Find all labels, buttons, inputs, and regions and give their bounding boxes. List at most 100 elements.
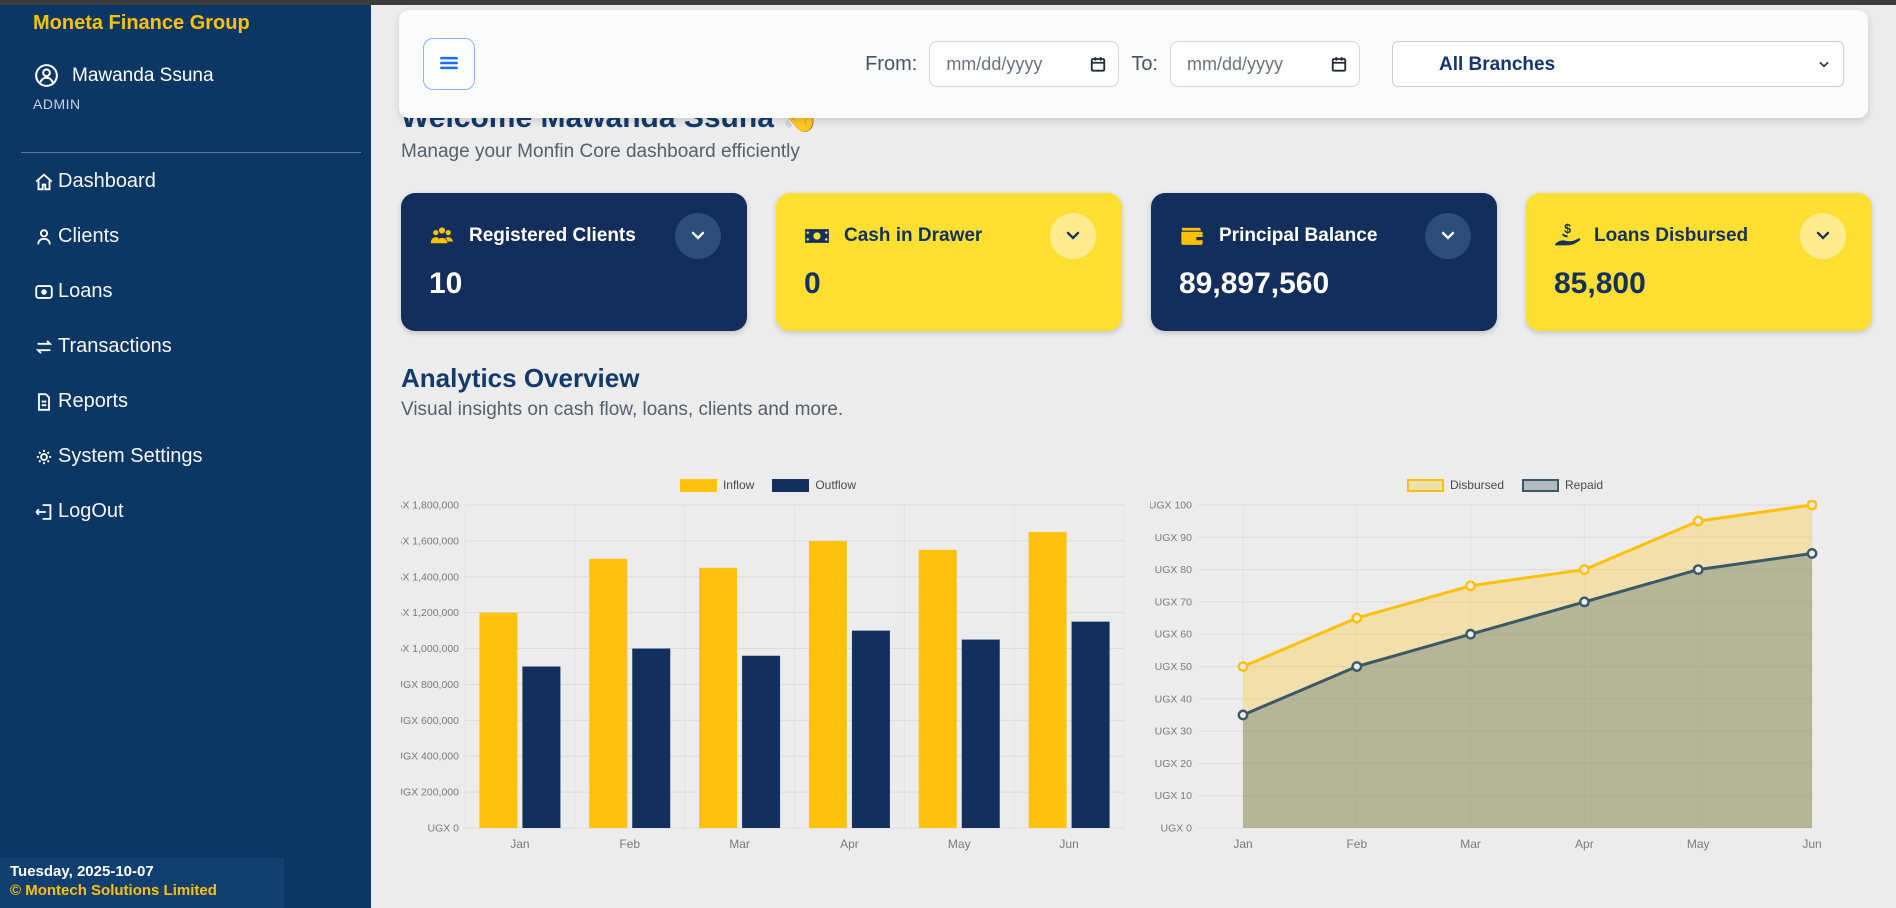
sidebar: Moneta Finance Group Mawanda Ssuna ADMIN…: [0, 0, 371, 908]
user-role-badge: ADMIN: [33, 96, 81, 112]
stat-card-cash-in-drawer: Cash in Drawer 0: [776, 193, 1122, 331]
svg-text:Feb: Feb: [1346, 837, 1367, 851]
stat-value: 0: [802, 267, 1096, 301]
svg-text:UGX 1,000,000: UGX 1,000,000: [401, 643, 459, 655]
stat-label: Cash in Drawer: [844, 225, 982, 247]
footer-copyright: © Montech Solutions Limited: [10, 882, 274, 899]
legend-item[interactable]: Repaid: [1522, 478, 1603, 492]
stat-label: Loans Disbursed: [1594, 225, 1748, 247]
svg-text:UGX 40: UGX 40: [1155, 693, 1193, 705]
svg-text:Mar: Mar: [729, 837, 750, 851]
legend-swatch: [772, 479, 809, 492]
svg-text:UGX 60: UGX 60: [1155, 629, 1193, 641]
svg-text:UGX 600,000: UGX 600,000: [401, 715, 459, 727]
svg-text:UGX 30: UGX 30: [1155, 726, 1193, 738]
svg-text:UGX 1,800,000: UGX 1,800,000: [401, 500, 459, 512]
stat-expand-button[interactable]: [1800, 213, 1846, 259]
legend-item[interactable]: Disbursed: [1407, 478, 1504, 492]
brand-title: Moneta Finance Group: [33, 12, 250, 35]
svg-text:Jan: Jan: [1233, 837, 1252, 851]
stat-label: Registered Clients: [469, 225, 636, 247]
hand-dollar-icon: $: [1552, 221, 1582, 251]
arrows-exchange-icon: [33, 336, 55, 358]
stat-card-loans-disbursed: $ Loans Disbursed 85,800: [1526, 193, 1872, 331]
loans-line-chart: Disbursed Repaid UGX 0 UGX 10 UGX 20 UGX 30 U…: [1150, 476, 1860, 862]
stat-card-registered-clients: Registered Clients 10: [401, 193, 747, 331]
svg-text:UGX 1,200,000: UGX 1,200,000: [401, 607, 459, 619]
stat-cards-row: Registered Clients 10 Cash in Drawer: [401, 193, 1872, 331]
charts-row: Inflow Outflow UGX 0UGX 200,000UGX 400,00…: [401, 476, 1860, 862]
legend-swatch: [1407, 479, 1444, 492]
svg-text:UGX 0: UGX 0: [1160, 823, 1192, 835]
legend-label: Disbursed: [1450, 478, 1504, 492]
sidebar-item-reports[interactable]: Reports: [33, 374, 371, 429]
legend-label: Repaid: [1565, 478, 1603, 492]
home-icon: [33, 171, 55, 193]
hamburger-icon: [436, 50, 462, 79]
analytics-title: Analytics Overview: [401, 363, 639, 394]
banknote-icon: [802, 221, 832, 251]
legend-label: Inflow: [723, 478, 754, 492]
chevron-down-icon: [688, 225, 708, 248]
legend-swatch: [680, 479, 717, 492]
svg-text:Apr: Apr: [1575, 837, 1594, 851]
sidebar-item-transactions[interactable]: Transactions: [33, 319, 371, 374]
to-date-input[interactable]: [1170, 41, 1360, 87]
stat-expand-button[interactable]: [1050, 213, 1096, 259]
cashflow-bar-chart: Inflow Outflow UGX 0UGX 200,000UGX 400,00…: [401, 476, 1135, 862]
sidebar-divider: [21, 152, 361, 153]
sidebar-item-label: System Settings: [58, 445, 203, 468]
svg-text:UGX 1,600,000: UGX 1,600,000: [401, 535, 459, 547]
legend-item[interactable]: Outflow: [772, 478, 856, 492]
svg-text:UGX 70: UGX 70: [1155, 596, 1193, 608]
legend-label: Outflow: [815, 478, 856, 492]
sidebar-item-dashboard[interactable]: Dashboard: [33, 154, 371, 209]
footer-date: Tuesday, 2025-10-07: [10, 863, 274, 880]
from-date-input[interactable]: [929, 41, 1119, 87]
sidebar-item-system-settings[interactable]: System Settings: [33, 429, 371, 484]
chart-legend: Disbursed Repaid: [1150, 476, 1860, 494]
svg-text:UGX 50: UGX 50: [1155, 661, 1193, 673]
topbar: From: To: All Branches: [399, 10, 1868, 118]
from-label: From:: [865, 53, 917, 76]
window-top-strip: [0, 0, 1896, 5]
sidebar-footer: Tuesday, 2025-10-07 © Montech Solutions …: [0, 858, 284, 908]
person-icon: [33, 226, 55, 248]
sidebar-item-loans[interactable]: Loans: [33, 264, 371, 319]
logout-icon: [33, 501, 55, 523]
chart-legend: Inflow Outflow: [401, 476, 1135, 494]
svg-text:UGX 100: UGX 100: [1150, 500, 1192, 512]
svg-text:Feb: Feb: [619, 837, 640, 851]
svg-text:Jan: Jan: [510, 837, 529, 851]
sidebar-item-label: Clients: [58, 225, 119, 248]
svg-text:UGX 200,000: UGX 200,000: [401, 787, 459, 799]
cash-icon: [33, 281, 55, 303]
users-icon: [427, 221, 457, 251]
stat-value: 10: [427, 267, 721, 301]
wallet-icon: [1177, 221, 1207, 251]
svg-text:UGX 20: UGX 20: [1155, 758, 1193, 770]
stat-value: 89,897,560: [1177, 267, 1471, 301]
chevron-down-icon: [1813, 225, 1833, 248]
sidebar-item-label: Dashboard: [58, 170, 156, 193]
menu-toggle-button[interactable]: [423, 38, 475, 90]
user-avatar-icon: [33, 62, 60, 89]
svg-text:$: $: [1564, 222, 1571, 236]
user-profile: Mawanda Ssuna: [33, 62, 214, 89]
sidebar-item-label: Transactions: [58, 335, 172, 358]
sidebar-item-clients[interactable]: Clients: [33, 209, 371, 264]
to-label: To:: [1131, 53, 1158, 76]
gear-icon: [33, 446, 55, 468]
svg-text:UGX 90: UGX 90: [1155, 532, 1193, 544]
legend-item[interactable]: Inflow: [680, 478, 754, 492]
sidebar-item-label: LogOut: [58, 500, 124, 523]
sidebar-item-label: Loans: [58, 280, 113, 303]
legend-swatch: [1522, 479, 1559, 492]
cashflow-bar-chart-canvas: UGX 0UGX 200,000UGX 400,000UGX 600,000UG…: [401, 500, 1135, 862]
sidebar-nav: Dashboard Clients Loans Transactions: [33, 154, 371, 539]
stat-expand-button[interactable]: [1425, 213, 1471, 259]
sidebar-item-logout[interactable]: LogOut: [33, 484, 371, 539]
stat-expand-button[interactable]: [675, 213, 721, 259]
svg-text:UGX 10: UGX 10: [1155, 790, 1193, 802]
branch-select[interactable]: All Branches: [1392, 41, 1844, 87]
